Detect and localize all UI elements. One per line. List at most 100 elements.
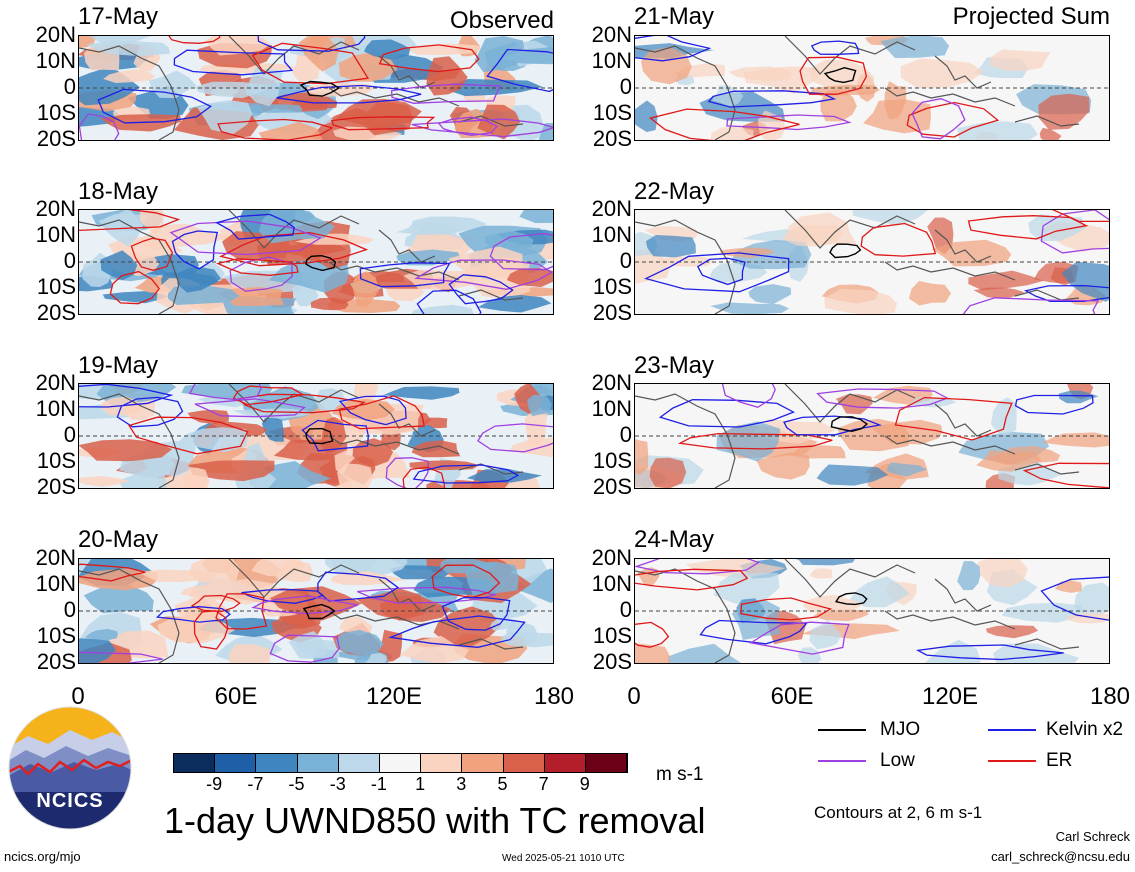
panel-date-label: 17-May bbox=[78, 3, 159, 30]
lat-tick-label: 20S bbox=[592, 474, 632, 499]
panel-date-label: 24-May bbox=[634, 526, 715, 553]
colorbar-swatch bbox=[297, 754, 339, 772]
colorbar-swatch bbox=[421, 754, 463, 772]
lat-tick-label: 20N bbox=[35, 196, 76, 221]
colorbar-tick-label: 7 bbox=[538, 774, 549, 794]
colorbar-swatch bbox=[379, 754, 422, 772]
lat-tick-label: 0 bbox=[63, 422, 76, 447]
url-text: ncics.org/mjo bbox=[4, 849, 81, 864]
lon-tick-label: 120E bbox=[365, 683, 423, 710]
lon-tick-label: 60E bbox=[214, 683, 258, 710]
lat-tick-label: 10N bbox=[35, 571, 76, 596]
er-legend-label: ER bbox=[1046, 750, 1073, 771]
lat-tick-label: 20S bbox=[592, 300, 632, 325]
map-svg bbox=[79, 36, 553, 140]
map-svg bbox=[79, 210, 553, 314]
map-svg bbox=[635, 36, 1109, 140]
lat-tick-label: 0 bbox=[63, 248, 76, 273]
lat-tick-label: 10S bbox=[592, 623, 632, 648]
map-panel bbox=[78, 558, 554, 664]
lat-tick-label: 20N bbox=[35, 22, 76, 47]
colorbar-swatch bbox=[585, 754, 628, 772]
er-legend-line bbox=[988, 760, 1036, 762]
map-panel bbox=[634, 209, 1110, 315]
lat-tick-label: 10N bbox=[591, 222, 632, 247]
lat-tick-label: 20S bbox=[36, 474, 76, 499]
map-svg bbox=[635, 384, 1109, 488]
kelvin-legend-label: Kelvin x2 bbox=[1046, 719, 1124, 740]
lat-tick-label: 0 bbox=[619, 597, 632, 622]
map-svg bbox=[635, 559, 1109, 663]
lon-tick-label: 120E bbox=[921, 683, 979, 710]
colorbar-swatch bbox=[544, 754, 586, 772]
map-panel bbox=[78, 209, 554, 315]
lat-tick-label: 10S bbox=[36, 100, 76, 125]
lat-tick-label: 20S bbox=[36, 649, 76, 674]
panel-date-label: 19-May bbox=[78, 352, 159, 379]
ncics-logo: NCICS bbox=[8, 706, 132, 830]
lat-tick-label: 10N bbox=[35, 222, 76, 247]
lat-tick-label: 0 bbox=[63, 597, 76, 622]
mjo-legend-label: MJO bbox=[880, 719, 921, 740]
map-svg bbox=[79, 559, 553, 663]
lon-tick-label: 0 bbox=[71, 683, 85, 710]
lat-tick-label: 10N bbox=[591, 396, 632, 421]
mjo-legend-line bbox=[818, 729, 866, 731]
colorbar-swatch bbox=[338, 754, 380, 772]
lat-tick-label: 20N bbox=[591, 545, 632, 570]
kelvin-legend-line bbox=[988, 729, 1036, 731]
lat-tick-label: 20N bbox=[35, 370, 76, 395]
colorbar-swatch bbox=[174, 754, 216, 772]
lat-tick-label: 10S bbox=[36, 274, 76, 299]
map-panel bbox=[78, 35, 554, 141]
map-panel bbox=[634, 383, 1110, 489]
colorbar-units: m s-1 bbox=[656, 764, 704, 785]
author-email: carl_schreck@ncsu.edu bbox=[991, 849, 1130, 864]
lat-tick-label: 20N bbox=[591, 22, 632, 47]
lon-tick-label: 180 bbox=[533, 683, 575, 710]
map-panel bbox=[634, 558, 1110, 664]
timestamp: Wed 2025-05-21 1010 UTC bbox=[502, 853, 625, 864]
lat-tick-label: 20S bbox=[36, 126, 76, 151]
lat-tick-label: 20N bbox=[591, 196, 632, 221]
lat-tick-label: 0 bbox=[619, 248, 632, 273]
panel-date-label: 23-May bbox=[634, 352, 715, 379]
colorbar-tick-label: -1 bbox=[370, 774, 387, 794]
panel-date-label: 21-May bbox=[634, 3, 715, 30]
colorbar bbox=[173, 753, 628, 773]
lat-tick-label: 0 bbox=[63, 74, 76, 99]
colorbar-swatch bbox=[215, 754, 257, 772]
contours-note: Contours at 2, 6 m s-1 bbox=[814, 803, 983, 822]
author: Carl Schreck bbox=[1055, 829, 1130, 844]
lat-tick-label: 0 bbox=[619, 74, 632, 99]
map-panel bbox=[78, 383, 554, 489]
colorbar-tick-label: -9 bbox=[206, 774, 223, 794]
lat-tick-label: 10S bbox=[592, 274, 632, 299]
logo-text: NCICS bbox=[36, 790, 104, 812]
lat-tick-label: 10N bbox=[591, 571, 632, 596]
lat-tick-label: 20N bbox=[591, 370, 632, 395]
lat-tick-label: 20N bbox=[35, 545, 76, 570]
map-panel bbox=[634, 35, 1110, 141]
colorbar-swatch bbox=[503, 754, 545, 772]
colorbar-swatch bbox=[256, 754, 298, 772]
colorbar-tick-label: 5 bbox=[497, 774, 508, 794]
lat-tick-label: 10S bbox=[592, 100, 632, 125]
colorbar-tick-label: -5 bbox=[288, 774, 305, 794]
map-svg bbox=[79, 384, 553, 488]
lat-tick-label: 10N bbox=[35, 396, 76, 421]
colorbar-swatch bbox=[462, 754, 504, 772]
projected-header: Projected Sum bbox=[952, 3, 1110, 30]
panel-date-label: 20-May bbox=[78, 526, 159, 553]
panel-date-label: 18-May bbox=[78, 178, 159, 205]
lat-tick-label: 10S bbox=[592, 448, 632, 473]
lon-tick-label: 180 bbox=[1089, 683, 1131, 710]
lon-tick-label: 0 bbox=[627, 683, 641, 710]
colorbar-tick-label: -7 bbox=[247, 774, 264, 794]
panel-date-label: 22-May bbox=[634, 178, 715, 205]
observed-header: Observed bbox=[449, 7, 554, 34]
lat-tick-label: 20S bbox=[592, 649, 632, 674]
lat-tick-label: 20S bbox=[36, 300, 76, 325]
map-svg bbox=[635, 210, 1109, 314]
lat-tick-label: 0 bbox=[619, 422, 632, 447]
